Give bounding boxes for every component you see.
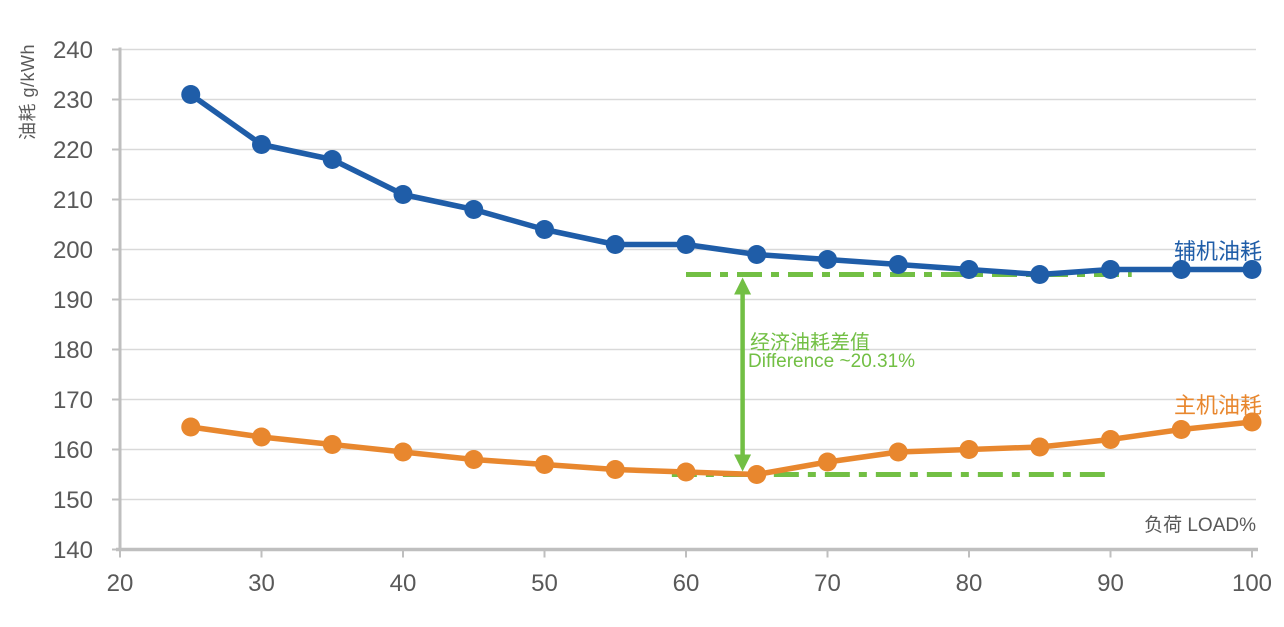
series-marker-auxiliary-engine	[747, 245, 767, 264]
series-marker-auxiliary-engine	[464, 200, 484, 219]
series-marker-auxiliary-engine	[252, 135, 271, 154]
series-line-auxiliary-engine	[188, 91, 1255, 278]
series-marker-auxiliary-engine	[181, 85, 201, 104]
annotation-difference-en: Difference ~20.31%	[748, 351, 916, 372]
x-axis-title: 负荷 LOAD%	[1144, 515, 1256, 536]
series-marker-auxiliary-engine	[1242, 260, 1262, 279]
series-marker-auxiliary-engine	[535, 220, 554, 239]
difference-arrow-head-down	[734, 454, 752, 472]
series-marker-auxiliary-engine	[888, 255, 908, 274]
series-marker-main-engine	[322, 435, 342, 454]
series-marker-auxiliary-engine	[1171, 260, 1191, 279]
series-marker-main-engine	[464, 450, 484, 469]
series-marker-main-engine	[1101, 430, 1120, 449]
series-marker-main-engine	[818, 452, 837, 472]
series-marker-auxiliary-engine	[1101, 260, 1120, 279]
y-axis-title: 油耗 g/kWh	[18, 43, 38, 141]
series-label-main-engine: 主机油耗	[1173, 393, 1262, 418]
series-marker-main-engine	[888, 442, 908, 462]
series-marker-main-engine	[747, 465, 767, 484]
difference-arrow-head-up	[734, 277, 752, 295]
annotation-difference-zh: 经济油耗差值	[750, 332, 870, 354]
series-marker-auxiliary-engine	[818, 250, 837, 269]
series-marker-auxiliary-engine	[322, 150, 342, 169]
series-marker-auxiliary-engine	[393, 185, 413, 204]
series-marker-main-engine	[181, 417, 201, 437]
series-marker-auxiliary-engine	[676, 235, 696, 254]
series-marker-main-engine	[959, 440, 979, 459]
series-marker-auxiliary-engine	[959, 260, 979, 279]
series-marker-auxiliary-engine	[1030, 265, 1050, 284]
series-marker-main-engine	[393, 442, 413, 462]
series-marker-main-engine	[1030, 437, 1050, 457]
series-marker-main-engine	[605, 460, 625, 479]
series-label-auxiliary-engine: 辅机油耗	[1173, 239, 1262, 264]
series-marker-main-engine	[1242, 412, 1262, 432]
series-marker-main-engine	[676, 462, 696, 482]
series-marker-main-engine	[1171, 420, 1191, 439]
series-marker-auxiliary-engine	[605, 235, 625, 254]
series-marker-main-engine	[535, 455, 554, 474]
series-marker-main-engine	[252, 427, 271, 447]
series-line-main-engine	[188, 419, 1255, 478]
